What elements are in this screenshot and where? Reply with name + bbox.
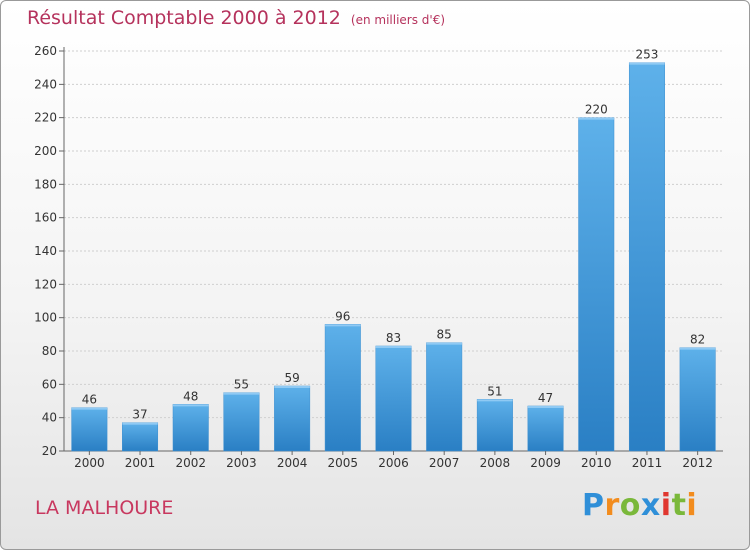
logo-letter: x: [640, 488, 661, 523]
data-label: 82: [690, 333, 705, 347]
bar-highlight: [629, 62, 665, 65]
bar: [274, 385, 311, 452]
data-label: 55: [234, 378, 249, 392]
bar-highlight: [71, 407, 108, 410]
y-tick-label: 40: [42, 411, 57, 425]
y-tick-label: 80: [42, 344, 57, 358]
bar: [71, 407, 108, 452]
data-label: 48: [183, 389, 198, 403]
data-label: 47: [538, 391, 553, 405]
y-tick-label: 160: [34, 211, 57, 225]
proxiti-logo: Proxiti: [582, 488, 697, 523]
y-tick-label: 20: [42, 444, 57, 458]
y-tick-label: 120: [34, 277, 57, 291]
bar: [375, 345, 412, 452]
logo-letter: o: [619, 488, 641, 523]
chart-title: Résultat Comptable 2000 à 2012 (en millie…: [27, 7, 445, 29]
x-tick-label: 2008: [480, 456, 511, 470]
y-tick-label: 60: [42, 377, 57, 391]
y-tick-label: 260: [34, 44, 57, 58]
bar-highlight: [527, 406, 564, 408]
x-tick-label: 2012: [682, 456, 713, 470]
bar-highlight: [477, 399, 513, 402]
data-label: 46: [82, 393, 97, 407]
x-tick-label: 2011: [632, 456, 663, 470]
commune-name: LA MALHOURE: [35, 497, 174, 519]
y-tick-label: 220: [34, 111, 57, 125]
bar: [527, 405, 564, 452]
data-label: 253: [636, 48, 659, 62]
bar: [679, 347, 716, 452]
data-label: 59: [284, 371, 299, 385]
x-tick-label: 2004: [277, 456, 308, 470]
bar: [324, 324, 361, 452]
x-tick-label: 2001: [125, 456, 156, 470]
x-tick-label: 2000: [74, 456, 105, 470]
x-tick-label: 2005: [328, 456, 359, 470]
bar-highlight: [172, 404, 209, 407]
bar-highlight: [122, 422, 158, 425]
logo-letter: P: [582, 488, 605, 523]
chart-subtitle: (en milliers d'€): [350, 13, 446, 27]
x-tick-label: 2010: [581, 456, 612, 470]
bar: [172, 404, 209, 452]
chart-title-text: Résultat Comptable 2000 à 2012: [27, 7, 341, 29]
bar-highlight: [426, 342, 462, 345]
x-tick-label: 2003: [226, 456, 257, 470]
x-tick-label: 2006: [378, 456, 409, 470]
bar-highlight: [274, 386, 310, 388]
bar-highlight: [223, 392, 260, 395]
logo-letter: i: [660, 488, 672, 523]
y-tick-label: 240: [34, 77, 57, 91]
y-tick-label: 140: [34, 244, 57, 258]
logo-letter: r: [604, 488, 620, 523]
logo-letter: t: [671, 488, 687, 523]
data-label: 96: [335, 309, 350, 323]
bar: [578, 117, 615, 452]
x-tick-label: 2009: [530, 456, 561, 470]
y-tick-label: 200: [34, 144, 57, 158]
bar: [122, 422, 159, 452]
y-tick-label: 100: [34, 311, 57, 325]
data-label: 83: [386, 331, 401, 345]
bar-highlight: [578, 117, 615, 120]
bar-highlight: [375, 346, 412, 348]
logo-letter: i: [686, 488, 698, 523]
y-tick-label: 180: [34, 177, 57, 191]
bar-highlight: [325, 324, 361, 327]
bar: [223, 392, 260, 452]
x-tick-label: 2002: [175, 456, 206, 470]
bar-highlight: [679, 347, 716, 350]
bar: [628, 62, 665, 452]
bar: [426, 342, 463, 452]
data-label: 85: [437, 328, 452, 342]
x-tick-label: 2007: [429, 456, 460, 470]
data-label: 51: [487, 384, 502, 398]
bar: [476, 399, 513, 452]
data-label: 37: [132, 408, 147, 422]
data-label: 220: [585, 103, 608, 117]
